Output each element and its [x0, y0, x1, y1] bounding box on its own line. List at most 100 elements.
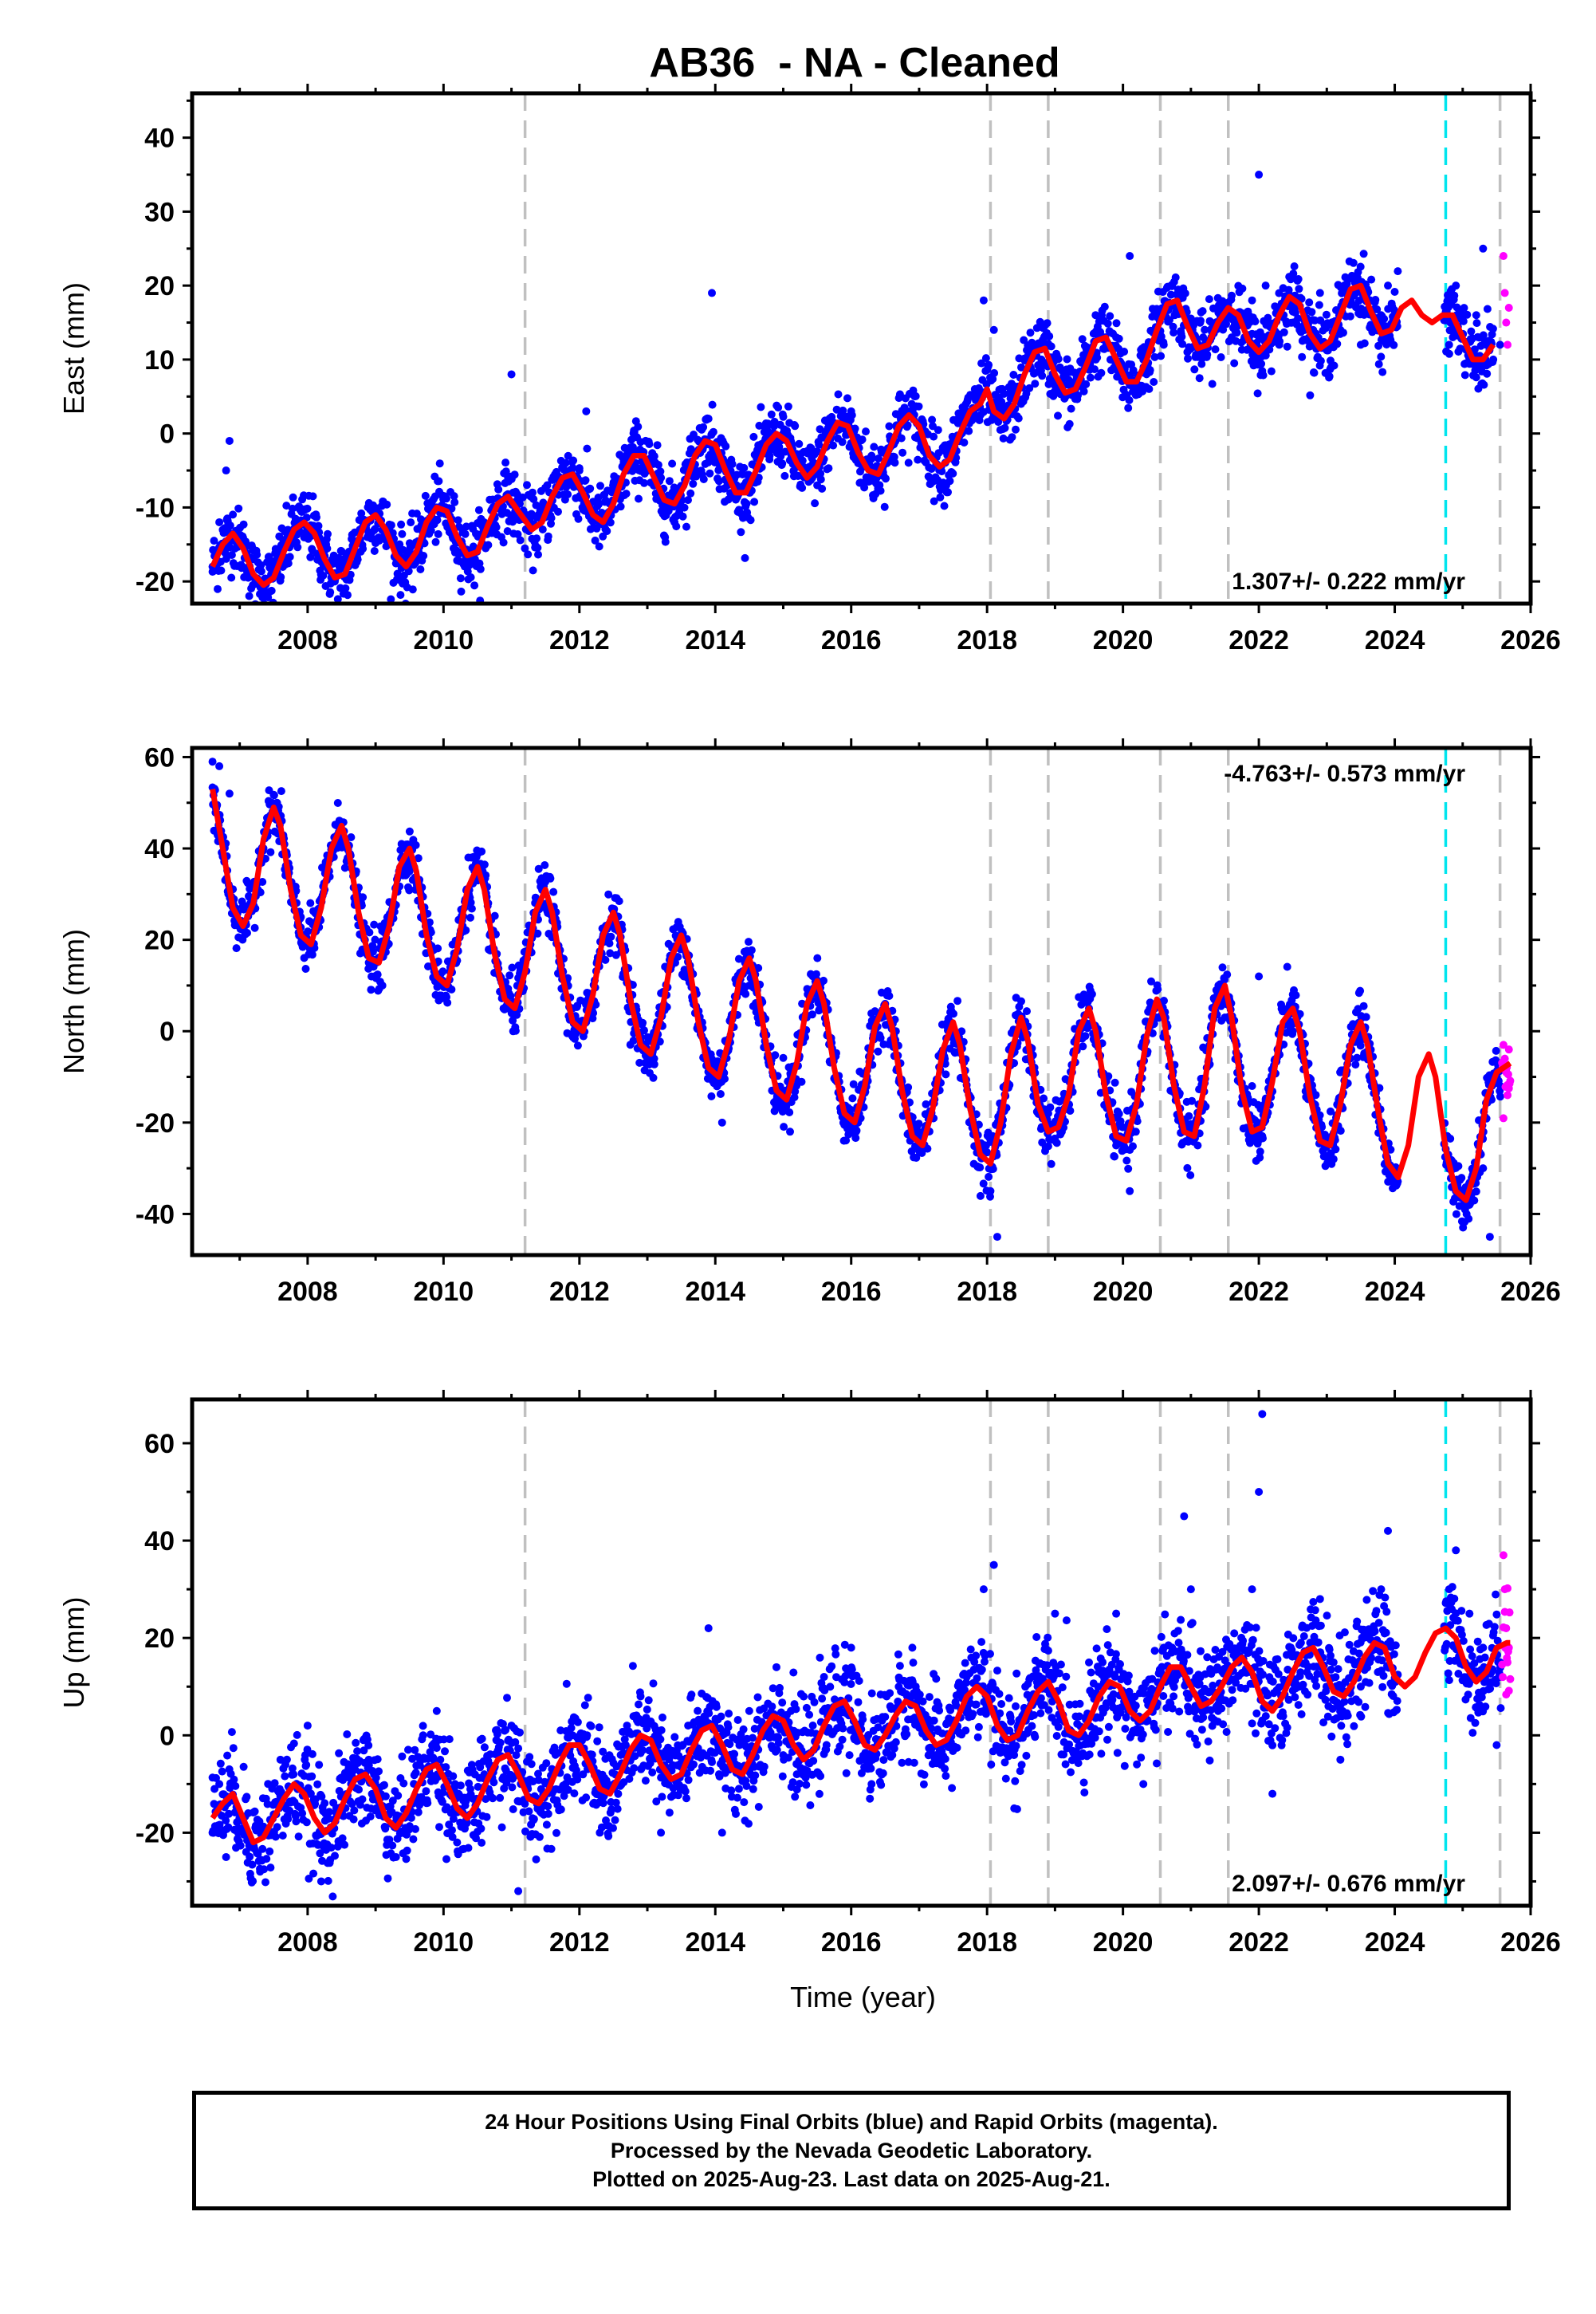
- final-orbit-point: [1371, 296, 1380, 304]
- final-orbit-point: [229, 510, 238, 519]
- final-orbit-point: [1483, 369, 1492, 378]
- final-orbit-point: [1494, 0, 1502, 4]
- final-orbit-point: [474, 530, 483, 539]
- final-orbit-point: [482, 871, 490, 880]
- final-orbit-point: [745, 938, 753, 946]
- final-orbit-point: [1495, 0, 1503, 4]
- rapid-orbit-point: [1504, 340, 1512, 349]
- final-orbit-point: [949, 469, 957, 478]
- final-orbit-sample-point: [867, 451, 876, 460]
- final-orbit-point: [936, 493, 945, 502]
- final-orbit-sample-point: [1037, 355, 1046, 364]
- final-orbit-point: [308, 950, 316, 959]
- final-orbit-point: [1333, 340, 1342, 348]
- final-orbit-point: [554, 507, 562, 516]
- final-orbit-point: [1492, 0, 1500, 4]
- final-orbit-point: [529, 495, 538, 503]
- final-orbit-sample-point: [1159, 340, 1168, 349]
- final-orbit-point: [396, 591, 405, 600]
- final-orbit-point: [333, 595, 342, 604]
- final-orbit-point: [1195, 374, 1204, 383]
- final-orbit-point: [1111, 1078, 1119, 1087]
- final-orbit-point: [944, 488, 952, 497]
- final-orbit-point: [640, 478, 648, 487]
- final-orbit-point: [820, 976, 827, 985]
- final-orbit-point: [1222, 320, 1230, 329]
- final-orbit-point: [1081, 1032, 1090, 1041]
- final-orbit-point: [533, 534, 541, 543]
- final-orbit-sample-point: [507, 370, 516, 379]
- final-orbit-point: [1446, 1135, 1455, 1143]
- final-orbit-point: [1356, 262, 1365, 271]
- rapid-orbit-point: [1501, 0, 1509, 4]
- final-orbit-point: [890, 453, 898, 461]
- rapid-orbit-point: [1498, 0, 1506, 4]
- final-orbit-point: [798, 456, 807, 465]
- final-orbit-point: [1492, 0, 1500, 4]
- final-orbit-point: [569, 456, 578, 465]
- rapid-orbit-point: [1503, 0, 1511, 4]
- final-orbit-point: [639, 1018, 647, 1027]
- final-orbit-point: [277, 573, 285, 581]
- final-orbit-point: [622, 490, 631, 498]
- final-orbit-point: [564, 451, 572, 460]
- final-orbit-point: [737, 528, 745, 537]
- final-orbit-point: [503, 527, 512, 536]
- final-orbit-point: [1497, 0, 1505, 4]
- final-orbit-point: [1150, 378, 1158, 386]
- final-orbit-point: [781, 447, 789, 456]
- final-orbit-point: [790, 1093, 799, 1102]
- final-orbit-point: [1311, 1091, 1320, 1100]
- final-orbit-point: [306, 553, 315, 561]
- final-orbit-point: [1295, 285, 1303, 293]
- final-orbit-sample-point: [997, 385, 1005, 394]
- final-orbit-point: [1112, 319, 1121, 328]
- final-orbit-point: [461, 529, 470, 538]
- final-orbit-point: [480, 860, 489, 869]
- final-orbit-point: [1008, 433, 1016, 442]
- final-orbit-point: [1197, 360, 1206, 368]
- final-orbit-sample-point: [989, 325, 998, 334]
- final-orbit-point: [1445, 349, 1453, 358]
- final-orbit-point: [1044, 1142, 1052, 1151]
- final-orbit-point: [848, 1094, 857, 1103]
- final-orbit-point: [1197, 317, 1205, 325]
- final-orbit-point: [1460, 304, 1468, 313]
- final-orbit-point: [607, 932, 615, 941]
- final-orbit-point: [1450, 291, 1459, 300]
- final-orbit-point: [1359, 250, 1368, 258]
- plot-area-north: [208, 748, 1515, 1255]
- final-orbit-point: [1205, 295, 1213, 304]
- final-orbit-point: [1186, 1171, 1195, 1179]
- x-tick-label: 2016: [821, 625, 882, 655]
- final-orbit-point: [795, 439, 804, 448]
- final-orbit-point: [640, 1026, 648, 1035]
- final-orbit-point: [373, 970, 382, 979]
- final-orbit-point: [656, 467, 665, 476]
- final-orbit-point: [1492, 0, 1500, 4]
- final-orbit-point: [1459, 317, 1468, 325]
- final-orbit-point: [734, 954, 743, 963]
- final-orbit-point: [1259, 371, 1268, 380]
- final-orbit-sample-point: [1452, 281, 1460, 290]
- final-orbit-point: [323, 544, 332, 553]
- final-orbit-point: [911, 392, 920, 400]
- final-orbit-sample-point: [1489, 355, 1498, 364]
- final-orbit-point: [989, 1165, 997, 1173]
- final-orbit-point: [876, 486, 885, 495]
- final-orbit-point: [227, 573, 236, 582]
- final-orbit-point: [740, 463, 749, 472]
- final-orbit-point: [221, 549, 230, 557]
- final-orbit-point: [544, 532, 552, 541]
- final-orbit-sample-point: [707, 289, 716, 297]
- final-orbit-point: [1078, 335, 1087, 344]
- final-orbit-point: [1374, 341, 1383, 350]
- final-orbit-point: [344, 591, 352, 600]
- final-orbit-point: [1122, 1156, 1131, 1165]
- plot-frame-east: [190, 91, 1533, 606]
- final-orbit-sample-point: [1126, 252, 1134, 261]
- final-orbit-point: [1026, 329, 1035, 337]
- x-tick-label: 2026: [1500, 625, 1561, 655]
- final-orbit-point: [645, 440, 654, 448]
- final-orbit-point: [682, 522, 690, 531]
